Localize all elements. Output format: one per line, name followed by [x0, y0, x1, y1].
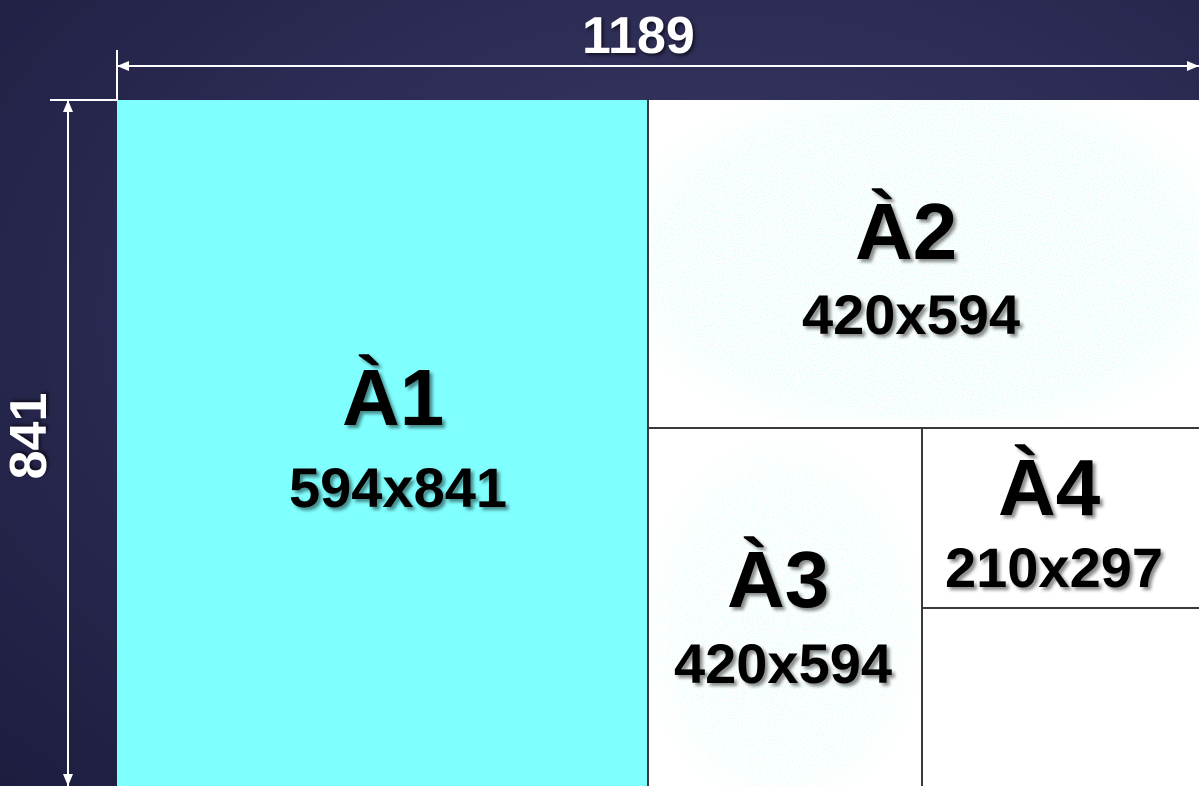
- a2-name-label: À2: [855, 187, 958, 276]
- a4-name-label: À4: [998, 443, 1101, 532]
- a3-name-label: À3: [727, 535, 830, 624]
- width-dimension-label: 1189: [582, 7, 695, 65]
- a3-size-label: 420x594: [674, 632, 893, 695]
- a4-size-label: 210x297: [945, 536, 1164, 599]
- a2-size-label: 420x594: [802, 283, 1021, 346]
- a1-sheet: [117, 100, 647, 786]
- a1-name-label: À1: [342, 353, 445, 442]
- a1-size-label: 594x841: [289, 456, 508, 519]
- height-dimension-label: 841: [0, 392, 58, 480]
